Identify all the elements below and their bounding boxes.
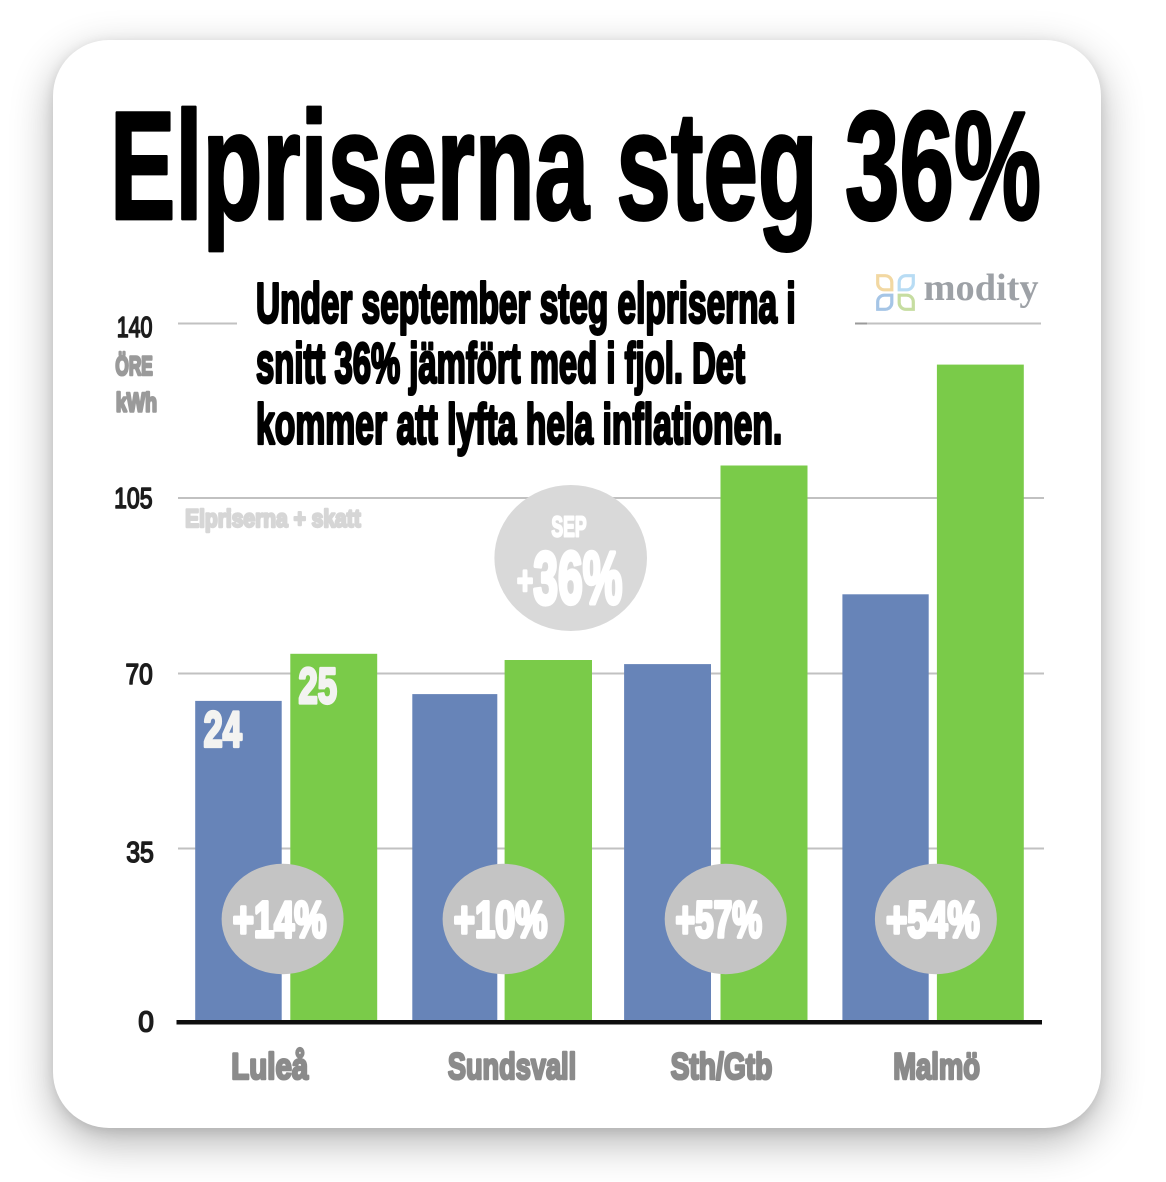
svg-text:Sundsvall: Sundsvall [448, 1045, 576, 1087]
svg-text:Sth/Gtb: Sth/Gtb [671, 1045, 773, 1087]
svg-text:35: 35 [126, 837, 154, 869]
svg-text:+54%: +54% [886, 891, 980, 948]
svg-text:modity: modity [924, 267, 1039, 309]
svg-text:Malmö: Malmö [893, 1045, 980, 1087]
svg-text:36%: 36% [533, 536, 622, 619]
svg-text:snitt 36% jämfört med i fjol.: snitt 36% jämfört med i fjol. Det [256, 331, 745, 395]
svg-text:0: 0 [138, 1007, 154, 1039]
svg-text:+57%: +57% [675, 891, 762, 948]
svg-text:140: 140 [117, 312, 153, 344]
svg-text:Elpriserna steg 36%: Elpriserna steg 36% [110, 80, 1041, 252]
svg-text:kWh: kWh [116, 388, 157, 418]
svg-text:+10%: +10% [454, 891, 548, 948]
svg-text:kommer att lyfta hela inflatio: kommer att lyfta hela inflationen. [256, 392, 782, 456]
svg-text:25: 25 [299, 658, 338, 714]
svg-text:70: 70 [126, 659, 153, 691]
svg-text:ÖRE: ÖRE [115, 351, 152, 381]
svg-text:SEP: SEP [551, 512, 586, 544]
svg-text:24: 24 [204, 701, 242, 757]
svg-text:+: + [517, 559, 533, 603]
svg-text:Luleå: Luleå [231, 1045, 308, 1087]
svg-text:Elpriserna + skatt: Elpriserna + skatt [185, 505, 361, 533]
svg-text:105: 105 [114, 483, 152, 515]
svg-text:+14%: +14% [233, 891, 327, 948]
svg-text:Under september steg elprisern: Under september steg elpriserna i [256, 272, 796, 336]
